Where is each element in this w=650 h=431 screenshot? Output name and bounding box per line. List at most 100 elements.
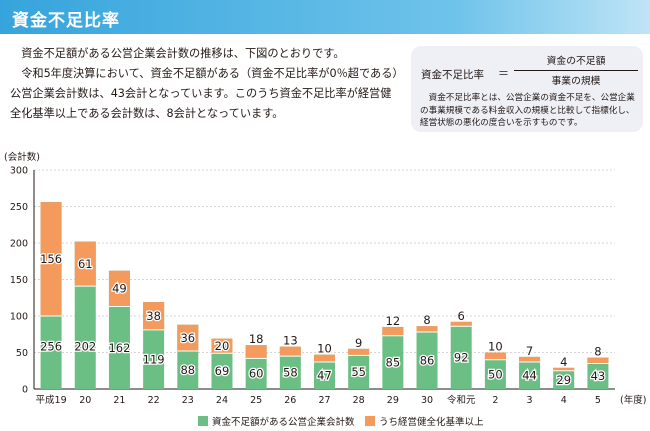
legend-label-over-threshold: うち経営健全化基準以上 — [379, 416, 484, 428]
x-tick-label: 平成19 — [36, 394, 67, 406]
intro-paragraph-2: 令和5年度決算において、資金不足額がある（資金不足比率が0％超である）公営企業会… — [10, 67, 399, 120]
value-label-total: 202 — [74, 340, 96, 354]
definition-box: 資金不足比率 ＝ 資金の不足額 事業の規模 資金不足比率とは、公営企業の資金不足… — [411, 46, 643, 132]
bar-over-threshold — [484, 352, 506, 360]
bar-over-threshold — [348, 348, 370, 356]
x-tick-label: 4 — [561, 395, 567, 406]
x-tick-label: 26 — [284, 395, 296, 406]
bar-over-threshold — [382, 326, 404, 336]
fraction-line — [514, 70, 638, 71]
value-label-over-threshold: 8 — [594, 345, 601, 359]
bar-over-threshold — [587, 357, 609, 364]
value-label-total: 162 — [108, 341, 130, 355]
definition-denominator: 事業の規模 — [551, 76, 601, 87]
legend-swatch-total — [198, 416, 208, 426]
value-label-over-threshold: 8 — [423, 313, 430, 327]
value-label-over-threshold: 4 — [560, 355, 567, 369]
bar-total — [279, 346, 301, 389]
intro-text: 資金不足額がある公営企業会計数の推移は、下図のとおりです。 令和5年度決算におい… — [10, 44, 402, 124]
x-tick-label: 21 — [113, 395, 125, 406]
legend-swatch-over-threshold — [365, 416, 375, 426]
bar-over-threshold — [450, 321, 472, 327]
value-label-total: 86 — [420, 354, 435, 368]
x-tick-label: 3 — [527, 395, 533, 406]
section-title: 資金不足比率 — [12, 11, 120, 31]
bar-total — [416, 326, 438, 389]
x-tick-label: 24 — [216, 395, 228, 406]
definition-equals: ＝ — [498, 67, 509, 80]
bar-over-threshold — [314, 354, 335, 362]
section-header: 資金不足比率 — [0, 0, 650, 34]
bar-over-threshold — [245, 345, 267, 359]
bar-total — [450, 321, 472, 389]
y-tick-label: 100 — [10, 312, 28, 323]
definition-label: 資金不足比率 — [421, 69, 484, 81]
definition-description: 資金不足比率とは、公営企業の資金不足を、公営企業の事業規模である料金収入の規模と… — [420, 93, 635, 128]
value-label-total: 69 — [215, 364, 230, 378]
value-label-total: 47 — [317, 368, 332, 382]
x-tick-label: 25 — [250, 395, 262, 406]
bar-total — [382, 326, 404, 389]
value-label-over-threshold: 13 — [283, 334, 298, 348]
x-tick-label: 22 — [148, 395, 160, 406]
bar-over-threshold — [40, 202, 62, 316]
value-label-over-threshold: 9 — [355, 336, 362, 350]
bar-over-threshold — [211, 338, 233, 354]
bar-total — [553, 367, 575, 389]
y-tick-label: 200 — [10, 239, 28, 250]
value-label-total: 29 — [556, 373, 571, 387]
y-tick-label: 50 — [16, 348, 28, 359]
value-label-over-threshold: 38 — [146, 309, 161, 323]
value-label-total: 88 — [180, 363, 195, 377]
value-label-total: 256 — [40, 340, 62, 354]
y-tick-label: 250 — [10, 202, 28, 213]
bar-over-threshold — [519, 356, 541, 362]
x-tick-label: 20 — [79, 395, 91, 406]
definition-numerator: 資金の不足額 — [546, 56, 606, 67]
value-label-over-threshold: 6 — [458, 309, 465, 323]
x-tick-label: 令和元 — [447, 394, 476, 406]
x-tick-label: 29 — [387, 395, 399, 406]
bar-over-threshold — [279, 346, 301, 357]
value-label-total: 43 — [591, 369, 606, 383]
legend-label-total: 資金不足額がある公営企業会計数 — [212, 416, 355, 428]
value-label-total: 50 — [488, 367, 503, 381]
intro-paragraph-1: 資金不足額がある公営企業会計数の推移は、下図のとおりです。 — [21, 47, 345, 60]
value-label-over-threshold: 7 — [526, 344, 533, 358]
bar-total — [348, 348, 370, 389]
bar-total — [519, 356, 541, 389]
value-label-over-threshold: 12 — [386, 314, 401, 328]
y-axis-label: (会計数) — [4, 151, 40, 163]
value-label-over-threshold: 20 — [215, 339, 230, 353]
value-label-over-threshold: 10 — [488, 340, 503, 354]
x-tick-label: 30 — [421, 395, 433, 406]
x-tick-label: 23 — [182, 395, 194, 406]
value-label-total: 58 — [283, 366, 298, 380]
value-label-over-threshold: 10 — [317, 342, 332, 356]
value-label-total: 85 — [386, 355, 401, 369]
bar-over-threshold — [177, 324, 199, 352]
bar-over-threshold — [108, 270, 130, 307]
bar-total — [484, 352, 506, 389]
bar-over-threshold — [143, 302, 165, 330]
value-label-over-threshold: 61 — [78, 257, 93, 271]
value-label-over-threshold: 18 — [249, 332, 264, 346]
x-tick-label: 28 — [353, 395, 365, 406]
value-label-total: 92 — [454, 351, 469, 365]
value-label-over-threshold: 156 — [40, 252, 62, 266]
bar-over-threshold — [416, 326, 438, 333]
value-label-total: 44 — [522, 368, 537, 382]
x-tick-label: 27 — [318, 395, 330, 406]
value-label-over-threshold: 36 — [180, 331, 195, 345]
x-axis-label: (年度) — [620, 394, 646, 406]
bar-total — [314, 354, 335, 389]
bar-over-threshold — [553, 367, 575, 371]
x-tick-label: 5 — [595, 395, 601, 406]
value-label-total: 119 — [143, 352, 165, 366]
y-tick-label: 0 — [22, 385, 28, 396]
x-tick-label: 2 — [492, 395, 498, 406]
value-label-total: 55 — [351, 365, 366, 379]
bar-over-threshold — [74, 241, 96, 287]
value-label-over-threshold: 49 — [112, 282, 127, 296]
